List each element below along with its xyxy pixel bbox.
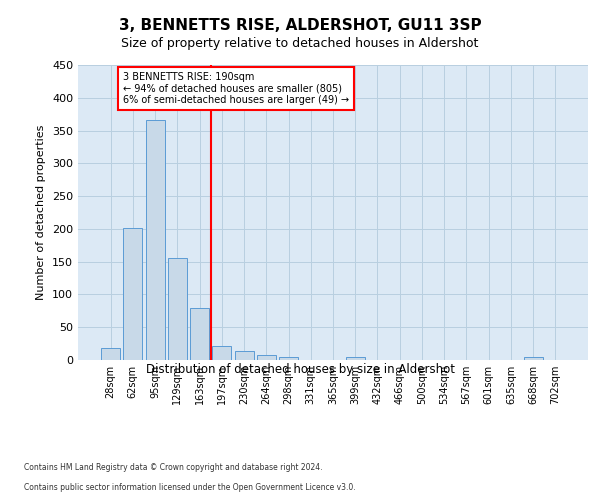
Bar <box>190 308 209 360</box>
Text: Size of property relative to detached houses in Aldershot: Size of property relative to detached ho… <box>121 38 479 51</box>
Bar <box>212 346 231 360</box>
Bar <box>279 356 298 360</box>
Bar <box>146 120 164 360</box>
Text: 3 BENNETTS RISE: 190sqm
← 94% of detached houses are smaller (805)
6% of semi-de: 3 BENNETTS RISE: 190sqm ← 94% of detache… <box>123 72 349 105</box>
Bar <box>524 356 542 360</box>
Bar <box>101 348 120 360</box>
Bar <box>168 258 187 360</box>
Text: Contains HM Land Registry data © Crown copyright and database right 2024.: Contains HM Land Registry data © Crown c… <box>24 464 323 472</box>
Bar <box>346 356 365 360</box>
Y-axis label: Number of detached properties: Number of detached properties <box>37 125 46 300</box>
Bar <box>124 228 142 360</box>
Bar <box>235 351 254 360</box>
Text: Distribution of detached houses by size in Aldershot: Distribution of detached houses by size … <box>146 362 455 376</box>
Text: Contains public sector information licensed under the Open Government Licence v3: Contains public sector information licen… <box>24 484 356 492</box>
Bar <box>257 355 276 360</box>
Text: 3, BENNETTS RISE, ALDERSHOT, GU11 3SP: 3, BENNETTS RISE, ALDERSHOT, GU11 3SP <box>119 18 481 32</box>
